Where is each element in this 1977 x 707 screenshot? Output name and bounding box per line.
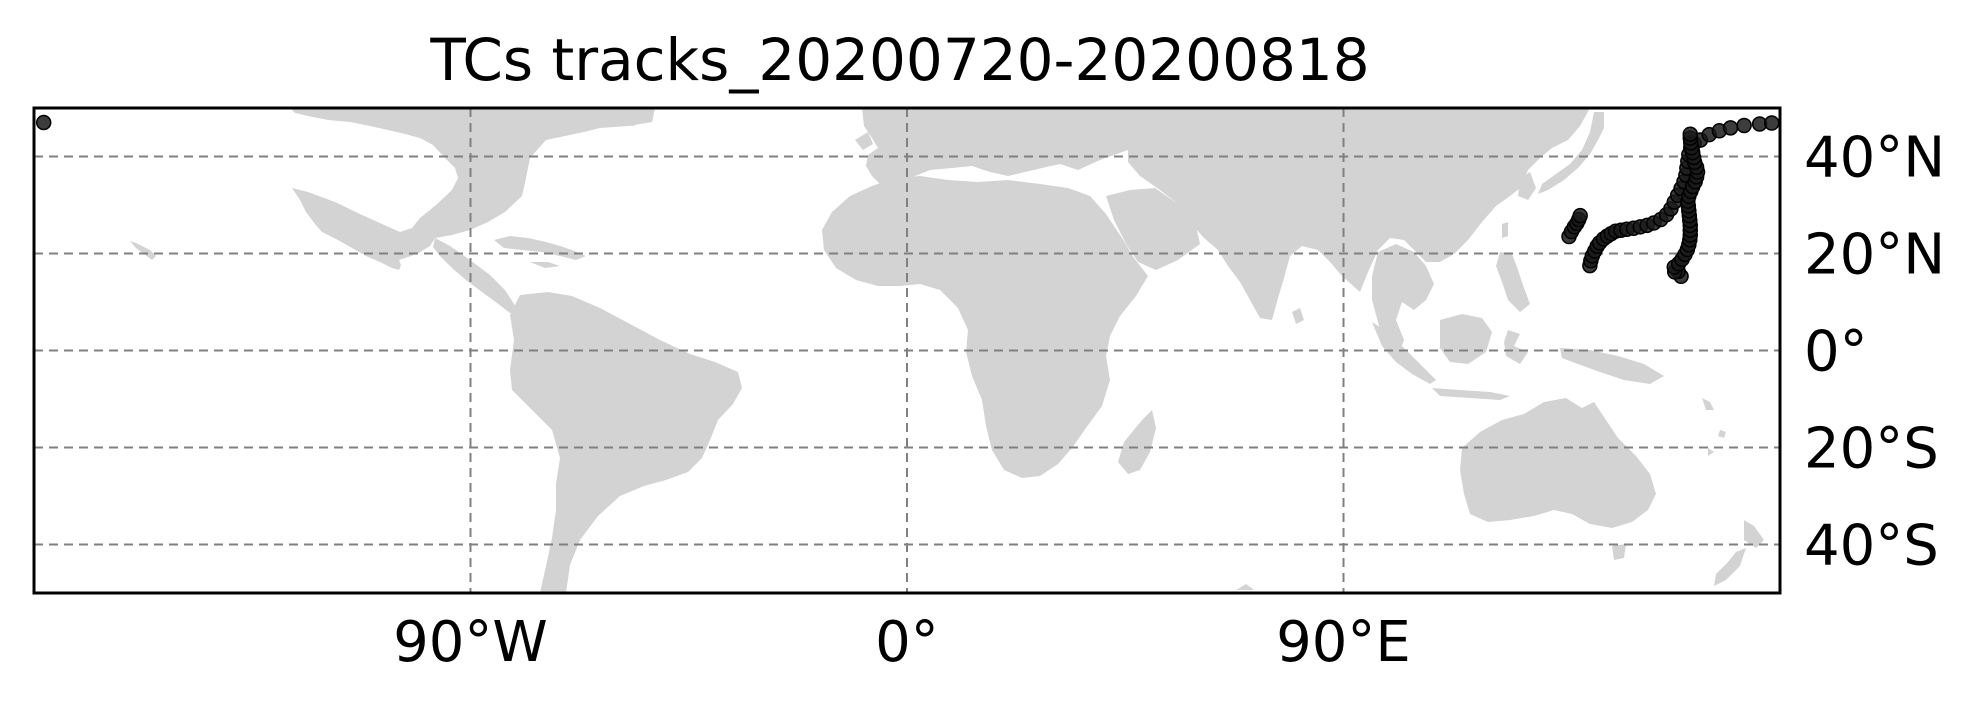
x-tick-label: 90°E xyxy=(1276,610,1411,675)
x-tick-labels: 90°W 0° 90°E xyxy=(393,610,1411,675)
land-tasmania xyxy=(1612,544,1626,560)
y-tick-label: 40°S xyxy=(1804,514,1939,579)
y-tick-label: 20°N xyxy=(1804,223,1945,288)
track-point xyxy=(1765,116,1779,130)
track-point xyxy=(1573,209,1587,223)
track-point xyxy=(1737,118,1751,132)
land-taiwan xyxy=(1502,222,1508,238)
x-tick-label: 90°W xyxy=(393,610,548,675)
track-point xyxy=(1724,121,1738,135)
track-point xyxy=(1683,127,1697,141)
track-point xyxy=(37,116,51,130)
tc-track xyxy=(37,116,51,130)
y-tick-labels: 40°N 20°N 0° 20°S 40°S xyxy=(1804,126,1945,579)
y-tick-label: 40°N xyxy=(1804,126,1945,191)
y-tick-label: 0° xyxy=(1804,320,1868,385)
x-tick-label: 0° xyxy=(875,610,939,675)
map-title: TCs tracks_20200720-20200818 xyxy=(429,26,1369,94)
y-tick-label: 20°S xyxy=(1804,417,1939,482)
